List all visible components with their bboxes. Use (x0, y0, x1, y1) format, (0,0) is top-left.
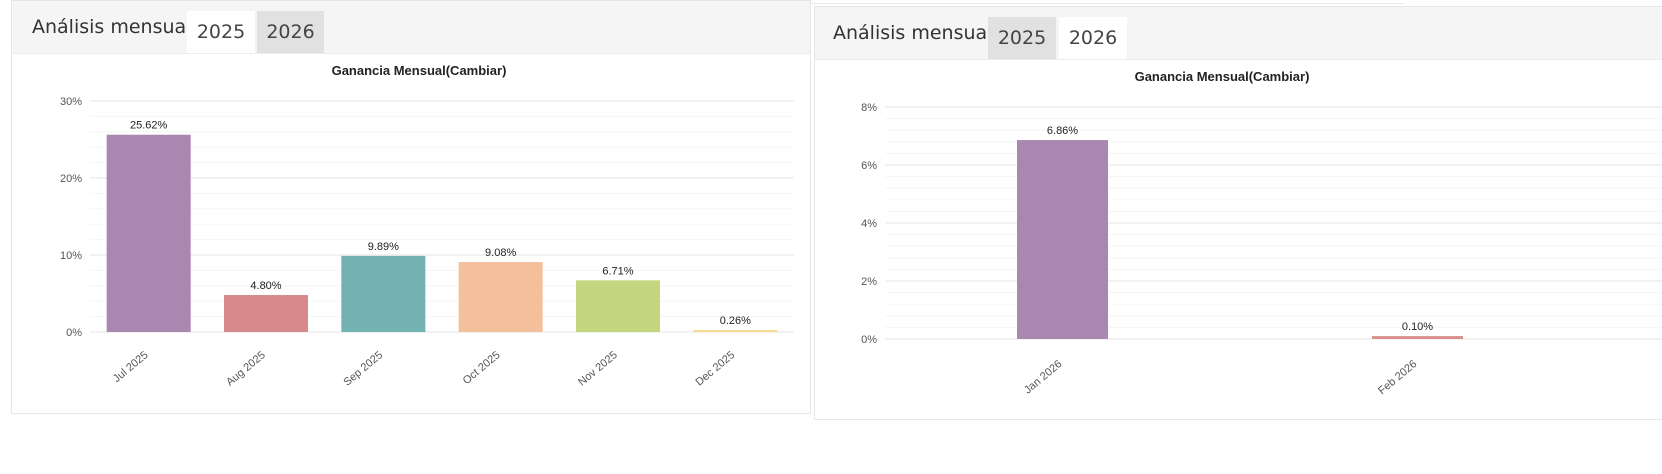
panel-header: Análisis mensual 2025 2026 (815, 7, 1662, 60)
monthly-profit-bar-chart-2025: 0% 10% 20% 30% Ganancia Mensual(Cambiar) 25.6… (60, 63, 794, 389)
tab-2026[interactable]: 2026 (257, 11, 324, 53)
bar-value-label: 9.08% (485, 247, 516, 259)
bar-sep-2025 (341, 255, 426, 332)
bar-dec-2025 (693, 329, 778, 332)
tab-2025[interactable]: 2025 (988, 17, 1056, 59)
x-tick-label: Nov 2025 (576, 349, 620, 388)
monthly-analysis-panel-2026: Análisis mensual 2025 2026 0% 2% 4% 6% 8% Gan… (814, 6, 1662, 420)
bar-value-label: 0.26% (720, 315, 751, 327)
chart-title: Ganancia Mensual(Cambiar) (1135, 69, 1310, 84)
x-tick-label: Dec 2025 (693, 349, 737, 388)
panel-title: Análisis mensual (833, 22, 993, 44)
tab-2025[interactable]: 2025 (187, 11, 255, 53)
x-tick-label: Jan 2026 (1022, 358, 1064, 396)
bar-oct-2025 (458, 262, 543, 332)
y-tick-label: 8% (861, 102, 877, 114)
y-tick-label: 30% (60, 96, 82, 108)
top-divider-line (811, 3, 1403, 4)
bar-aug-2025 (223, 295, 308, 332)
x-tick-label: Aug 2025 (224, 349, 268, 388)
bar-value-label: 25.62% (130, 120, 168, 132)
y-tick-label: 0% (66, 327, 82, 339)
x-tick-label: Sep 2025 (341, 349, 385, 388)
y-tick-label: 10% (60, 250, 82, 262)
bar-value-label: 6.71% (602, 265, 633, 277)
bar-jul-2025 (106, 134, 191, 332)
y-tick-label: 0% (861, 334, 877, 346)
y-tick-label: 4% (861, 218, 877, 230)
bar-value-label: 0.10% (1402, 321, 1433, 333)
panel-header: Análisis mensual 2025 2026 (12, 1, 810, 54)
x-tick-label: Feb 2026 (1376, 358, 1419, 397)
x-tick-label: Jul 2025 (111, 349, 151, 385)
y-tick-label: 2% (861, 276, 877, 288)
chart-title: Ganancia Mensual(Cambiar) (332, 63, 507, 78)
bar-feb-2026 (1372, 336, 1463, 339)
bar-jan-2026 (1017, 140, 1108, 339)
y-tick-label: 20% (60, 173, 82, 185)
monthly-profit-bar-chart-2026: 0% 2% 4% 6% 8% Ganancia Mensual(Cambiar) 6.86%… (861, 69, 1662, 397)
bar-value-label: 6.86% (1047, 125, 1078, 137)
y-tick-label: 6% (861, 160, 877, 172)
bar-nov-2025 (575, 280, 660, 332)
bar-value-label: 9.89% (368, 241, 399, 253)
x-tick-label: Oct 2025 (461, 349, 503, 387)
bar-value-label: 4.80% (250, 280, 281, 292)
tab-2026[interactable]: 2026 (1059, 17, 1127, 59)
monthly-analysis-panel-2025: Análisis mensual 2025 2026 0% 10% 20% 30% Ga… (11, 0, 811, 414)
panel-title: Análisis mensual (32, 16, 192, 38)
